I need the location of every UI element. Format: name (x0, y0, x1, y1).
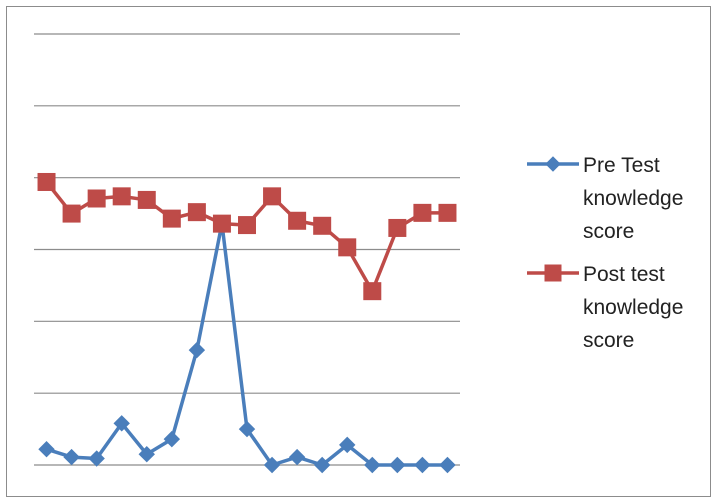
data-point-marker (263, 187, 282, 206)
data-point-marker (238, 420, 256, 438)
data-point-marker (137, 190, 156, 209)
data-point-marker (363, 282, 382, 301)
legend: Pre Test knowledge score Post test knowledge… (527, 154, 683, 352)
series-1 (38, 215, 456, 474)
data-point-marker (389, 456, 406, 474)
legend-entry-1: Pre Test knowledge score (527, 154, 683, 243)
data-point-marker (112, 187, 131, 206)
legend-label: score (583, 329, 634, 352)
data-point-marker (62, 204, 81, 223)
data-point-marker (63, 448, 80, 466)
series-group (37, 172, 457, 474)
data-point-marker (413, 203, 432, 222)
legend-label: knowledge (583, 296, 683, 319)
line-chart: Pre Test knowledge score Post test knowledge… (34, 33, 683, 474)
data-point-marker (88, 450, 105, 467)
data-point-marker (313, 216, 332, 235)
data-point-marker (438, 203, 457, 222)
data-point-marker (188, 341, 206, 359)
legend-label: Pre Test (583, 154, 660, 177)
data-point-marker (212, 214, 231, 233)
legend-label: knowledge (583, 187, 683, 210)
data-point-marker (162, 209, 181, 228)
data-point-marker (288, 448, 306, 466)
data-point-marker (414, 456, 431, 474)
data-point-marker (364, 456, 381, 474)
data-point-marker (138, 446, 155, 463)
data-point-marker (313, 456, 331, 474)
gridlines (34, 33, 460, 466)
data-point-marker (38, 440, 55, 458)
data-point-marker (288, 211, 307, 230)
data-point-marker (263, 456, 281, 474)
data-point-marker (439, 456, 456, 474)
data-point-marker (113, 415, 130, 432)
data-point-marker (238, 216, 256, 235)
data-point-marker (338, 238, 357, 257)
data-point-marker (545, 156, 561, 172)
legend-label: Post test (583, 263, 665, 286)
series-line (45, 180, 448, 293)
data-point-marker (388, 218, 407, 237)
data-point-marker (187, 203, 206, 222)
data-point-marker (37, 172, 56, 191)
data-point-marker (544, 264, 562, 282)
legend-label: score (583, 220, 634, 243)
data-point-marker (87, 189, 106, 208)
data-point-marker (339, 436, 356, 454)
legend-entry-2: Post test knowledge score (527, 263, 683, 352)
data-point-marker (163, 430, 181, 448)
series-2 (37, 172, 457, 301)
chart-frame: Pre Test knowledge score Post test knowledge… (6, 6, 711, 497)
